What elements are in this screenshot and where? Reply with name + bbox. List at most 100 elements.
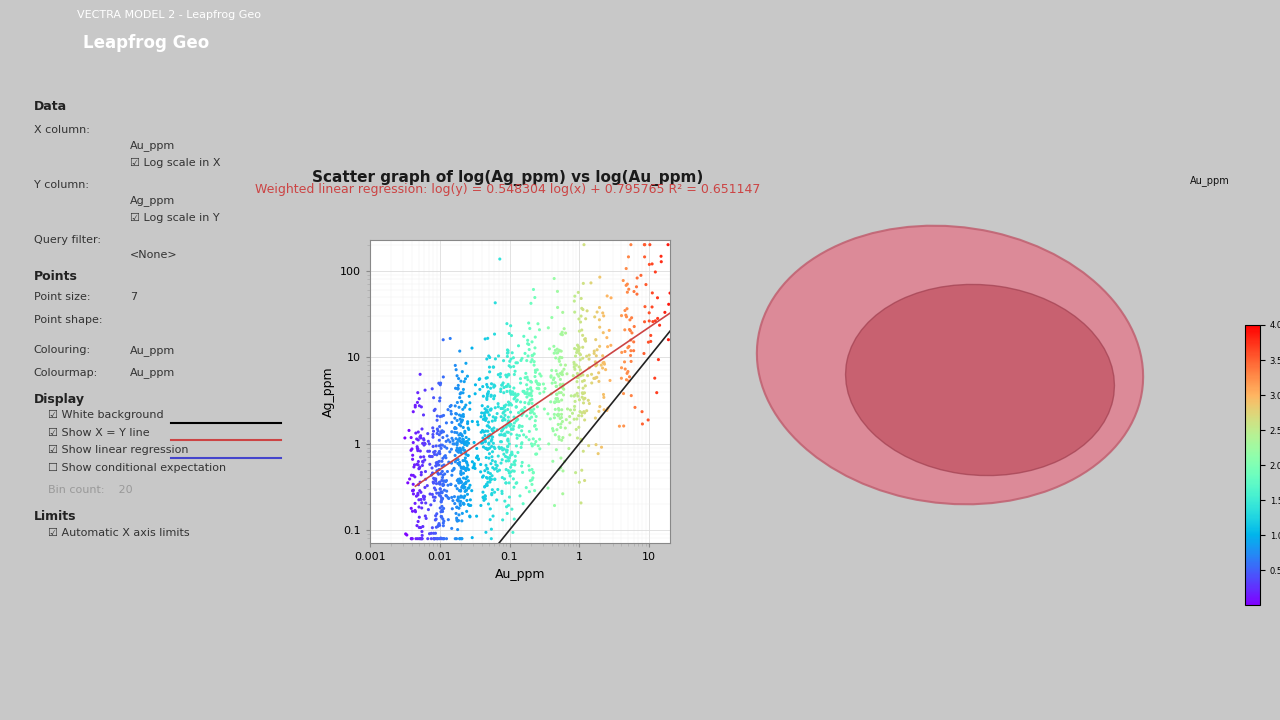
Point	[451, 410, 471, 422]
Point	[465, 463, 485, 474]
Point	[430, 478, 451, 490]
Point	[475, 480, 495, 492]
Point	[480, 474, 500, 485]
Point	[479, 430, 499, 441]
Point	[497, 386, 517, 397]
Point	[448, 379, 468, 391]
Point	[433, 517, 453, 528]
Point	[410, 533, 430, 544]
Y-axis label: Ag_ppm: Ag_ppm	[321, 366, 334, 417]
Point	[558, 443, 579, 454]
Point	[434, 516, 454, 527]
Point	[524, 467, 544, 478]
Point	[490, 386, 511, 397]
Point	[552, 329, 572, 341]
Point	[433, 505, 453, 517]
Point	[411, 533, 431, 544]
Point	[550, 368, 571, 379]
Point	[552, 408, 572, 420]
Point	[476, 462, 497, 474]
Point	[477, 401, 498, 413]
Point	[448, 446, 468, 457]
Point	[517, 338, 538, 349]
Point	[480, 366, 500, 377]
Point	[456, 473, 476, 485]
Point	[511, 377, 531, 389]
Point	[492, 442, 512, 454]
Point	[424, 533, 444, 544]
Point	[457, 436, 477, 447]
Point	[575, 392, 595, 404]
Point	[426, 487, 447, 499]
Point	[572, 392, 593, 403]
Point	[466, 443, 486, 454]
Point	[480, 477, 500, 488]
Point	[406, 490, 426, 502]
Point	[451, 477, 471, 488]
Point	[512, 456, 532, 468]
Point	[442, 503, 462, 515]
Point	[516, 431, 536, 443]
Point	[476, 459, 497, 471]
Point	[404, 459, 425, 471]
Point	[424, 491, 444, 503]
Point	[524, 433, 544, 445]
Point	[451, 476, 471, 487]
Point	[518, 338, 539, 350]
Point	[488, 398, 508, 410]
Point	[481, 425, 502, 436]
Point	[504, 482, 525, 493]
Point	[458, 475, 479, 487]
Point	[515, 387, 535, 399]
Point	[500, 449, 521, 461]
Point	[498, 455, 518, 467]
Point	[500, 389, 521, 400]
Point	[522, 472, 543, 484]
Point	[422, 431, 443, 443]
Point	[506, 401, 526, 413]
Point	[568, 421, 589, 433]
Point	[568, 382, 589, 393]
Point	[454, 376, 475, 387]
Point	[424, 473, 444, 485]
Point	[474, 492, 494, 503]
Point	[453, 482, 474, 494]
Point	[444, 463, 465, 474]
Point	[572, 387, 593, 399]
Point	[525, 364, 545, 376]
Point	[561, 390, 581, 402]
Point	[444, 426, 465, 438]
Point	[492, 487, 512, 499]
Point	[492, 436, 512, 448]
Point	[481, 433, 502, 445]
Point	[452, 515, 472, 526]
Point	[524, 403, 544, 415]
Point	[448, 373, 468, 384]
Point	[458, 423, 479, 435]
Point	[410, 462, 430, 474]
Point	[419, 436, 439, 447]
Point	[448, 434, 468, 446]
Point	[472, 472, 493, 483]
Point	[429, 429, 449, 441]
Point	[508, 340, 529, 351]
Point	[521, 356, 541, 368]
Point	[449, 475, 470, 487]
Point	[595, 364, 616, 375]
Point	[517, 355, 538, 366]
Point	[584, 348, 604, 359]
Point	[480, 474, 500, 485]
Point	[512, 404, 532, 415]
Point	[667, 330, 687, 342]
Point	[457, 418, 477, 429]
Point	[492, 379, 512, 391]
Point	[483, 411, 503, 423]
Point	[593, 327, 613, 338]
Point	[434, 441, 454, 452]
Point	[527, 401, 548, 413]
Point	[515, 348, 535, 359]
Point	[480, 352, 500, 364]
Point	[410, 369, 430, 380]
Point	[495, 399, 516, 410]
Point	[492, 429, 512, 441]
